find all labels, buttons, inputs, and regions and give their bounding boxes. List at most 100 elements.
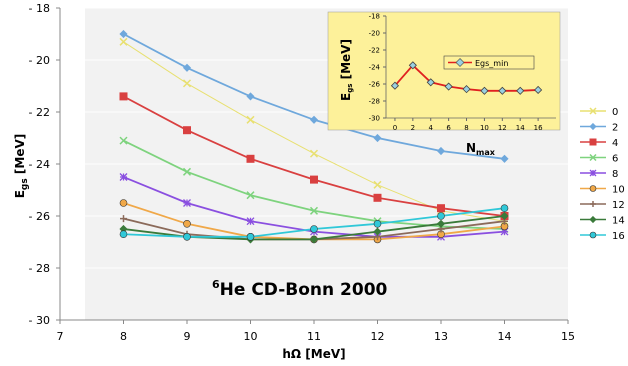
legend-label: 2: [612, 123, 618, 134]
data-point: [119, 29, 128, 39]
data-point: [500, 227, 509, 236]
legend-item-8: 8: [580, 169, 618, 180]
inset-y-tick-label: -18: [369, 13, 380, 21]
legend-item-0: 0: [580, 107, 618, 118]
legend-swatch-marker: [589, 185, 597, 192]
inset-data-point: [426, 78, 435, 87]
inset-y-tick-label: -24: [369, 64, 381, 72]
inset-data-point: [408, 61, 417, 70]
data-point: [310, 175, 318, 184]
inset-legend-box: [443, 55, 535, 70]
data-point: [500, 154, 509, 163]
legend-item-2: 2: [580, 123, 618, 134]
y-tick-label: - 20: [29, 54, 50, 67]
inset-legend-label: Egs_min: [475, 59, 508, 68]
inset-data-point: [462, 85, 471, 94]
data-point: [437, 212, 445, 220]
legend-label: 10: [612, 185, 625, 196]
legend-item-4: 4: [580, 138, 618, 149]
x-tick-label: 15: [561, 330, 575, 343]
main-series: [119, 29, 509, 244]
y-tick-label: - 28: [29, 262, 50, 275]
data-point: [373, 193, 382, 202]
legend-swatch-marker: [590, 201, 596, 207]
data-point: [119, 136, 128, 145]
legend-label: 6: [612, 154, 618, 165]
x-tick-label: 9: [184, 330, 191, 343]
y-tick-label: - 26: [29, 210, 50, 223]
data-point: [437, 204, 445, 213]
inset-legend: Egs_min: [443, 55, 535, 70]
inset-background: [327, 11, 561, 131]
data-point: [373, 220, 382, 228]
data-point: [246, 154, 255, 163]
inset-data-point: [480, 86, 489, 95]
y-tick-label: - 24: [29, 158, 50, 171]
inset-y-tick-label: -26: [369, 81, 381, 89]
inset-series: [390, 61, 543, 95]
data-point: [309, 206, 319, 215]
inset-y-axis-label: Egs [MeV]: [339, 39, 354, 101]
legend-swatch-marker: [589, 107, 597, 115]
data-point: [436, 219, 446, 228]
x-tick-label: 14: [498, 330, 512, 343]
data-point: [183, 199, 191, 207]
inset-x-tick-label: 4: [429, 124, 434, 132]
inset-x-tick-label: 2: [411, 124, 415, 132]
legend: 0 2 4 6 8 10 12 14 16: [580, 107, 625, 242]
data-point: [500, 211, 509, 221]
legend-swatch-marker: [589, 122, 597, 131]
x-tick-label: 10: [244, 330, 258, 343]
x-axis-label: hΩ [MeV]: [282, 347, 345, 361]
legend-label: 12: [612, 200, 625, 211]
inset-y-tick-label: -20: [369, 30, 380, 38]
data-point: [246, 191, 255, 200]
data-point: [309, 115, 319, 124]
legend-item-16: 16: [580, 231, 625, 242]
data-point: [246, 115, 255, 124]
x-tick-label: 8: [120, 330, 127, 343]
data-point: [309, 149, 319, 158]
data-point: [373, 180, 382, 189]
series-2: [119, 29, 509, 163]
chart-title: 6He CD-Bonn 2000: [212, 278, 388, 300]
inset-data-point: [444, 82, 453, 91]
data-point: [182, 167, 192, 176]
data-point: [119, 37, 128, 46]
inset-y-ticks: -30 -28 -26 -24 -22 -20 -18: [369, 13, 386, 123]
inset-x-tick-label: 12: [498, 124, 507, 132]
inset-x-tick-label: 14: [516, 124, 525, 132]
data-point: [246, 233, 255, 241]
x-tick-label: 7: [57, 330, 64, 343]
legend-item-12: 12: [580, 200, 625, 211]
data-point: [119, 92, 128, 101]
inset-x-ticks: 0 2 4 6 8 10 12 14 16: [393, 118, 543, 132]
data-point: [183, 233, 191, 241]
legend-label: 14: [612, 216, 625, 227]
y-axis-label: Egs [MeV]: [13, 134, 30, 199]
legend-swatch-marker: [589, 231, 597, 239]
data-point: [119, 230, 128, 238]
data-point: [373, 227, 382, 236]
inset-legend-swatch-marker: [455, 58, 465, 67]
inset-data-point: [390, 81, 400, 90]
inset-series-Egs_min: [390, 61, 543, 95]
inset-x-tick-label: 0: [393, 124, 397, 132]
data-point: [119, 173, 128, 181]
x-tick-label: 12: [371, 330, 385, 343]
data-point: [119, 199, 128, 207]
main-y-ticks: - 30 - 28 - 26 - 24 - 22 - 20 - 18: [29, 2, 60, 327]
data-point: [373, 133, 382, 143]
inset-y-tick-label: -30: [369, 115, 380, 123]
inset-y-tick-label: -28: [369, 98, 380, 106]
legend-swatch-marker: [589, 215, 597, 224]
inset-x-tick-label: 10: [480, 124, 489, 132]
x-tick-label: 13: [434, 330, 448, 343]
y-tick-label: - 22: [29, 106, 50, 119]
data-point: [246, 92, 255, 101]
legend-label: 4: [612, 138, 618, 149]
legend-swatch-marker: [589, 138, 597, 146]
data-point: [309, 235, 319, 244]
inset-x-tick-label: 6: [446, 124, 451, 132]
